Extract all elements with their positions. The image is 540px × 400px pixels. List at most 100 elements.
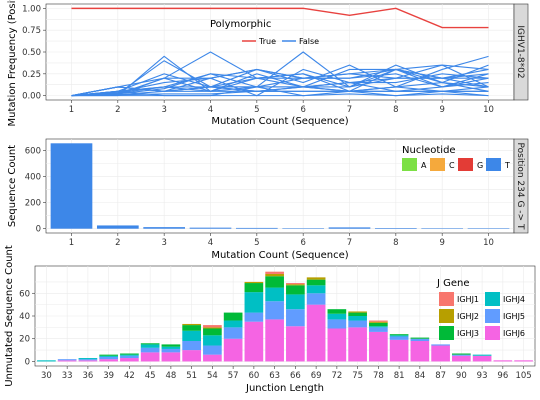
bar-segment-ighj6 xyxy=(99,359,118,362)
bar-segment-ighj3 xyxy=(120,353,139,355)
bar-segment-ighj4 xyxy=(348,316,367,321)
legend-label-false: False xyxy=(299,37,319,46)
legend-label-ighj1: IGHJ1 xyxy=(457,295,479,304)
bar-segment-ighj3 xyxy=(369,322,388,327)
x-tick-label: 84 xyxy=(414,371,425,381)
y-tick-label: 200 xyxy=(25,199,41,209)
bar-segment-ighj6 xyxy=(389,339,409,362)
bar-segment-ighj5 xyxy=(182,341,201,351)
x-tick-label: 3 xyxy=(161,105,166,115)
bar-segment-ighj2 xyxy=(348,311,367,313)
bar-segment-ighj5 xyxy=(348,320,367,328)
x-tick-label: 33 xyxy=(62,371,73,381)
bar-nucleotide-t xyxy=(467,228,510,229)
legend-label-ighj2: IGHJ2 xyxy=(457,312,479,321)
x-axis-title: Mutation Count (Sequence) xyxy=(211,250,348,261)
bar-segment-ighj6 xyxy=(514,360,533,362)
bar-segment-ighj6 xyxy=(452,355,471,362)
bar-segment-ighj5 xyxy=(78,359,98,361)
y-tick-label: 40 xyxy=(19,312,30,322)
x-tick-label: 78 xyxy=(373,371,384,381)
bar-nucleotide-t xyxy=(374,228,417,229)
bar-segment-ighj5 xyxy=(327,319,347,329)
x-tick-label: 45 xyxy=(145,371,156,381)
legend-label-ighj4: IGHJ4 xyxy=(503,295,525,304)
legend-key-c xyxy=(430,158,445,171)
bar-segment-ighj4 xyxy=(244,292,264,313)
series-line-false xyxy=(71,68,489,97)
x-tick-label: 81 xyxy=(394,371,405,381)
x-axis-title: Junction Length xyxy=(245,383,324,394)
bar-segment-ighj4 xyxy=(161,346,181,349)
legend-key-ighj5 xyxy=(485,309,500,323)
bar-segment-ighj6 xyxy=(431,345,450,362)
bar-segment-ighj5 xyxy=(140,347,160,353)
x-tick-label: 63 xyxy=(269,371,280,381)
legend: J Gene IGHJ1 IGHJ2 IGHJ3 IGHJ4 IGHJ5 IGH… xyxy=(436,278,525,340)
facet-strip xyxy=(513,138,529,234)
bar-segment-ighj3 xyxy=(203,328,222,336)
bar-segment-ighj4 xyxy=(389,335,409,337)
bar-nucleotide-t xyxy=(50,143,93,229)
x-tick-label: 10 xyxy=(483,238,494,248)
bar-segment-ighj4 xyxy=(140,344,160,348)
x-tick-label: 87 xyxy=(435,371,446,381)
bar-segment-ighj5 xyxy=(265,301,284,320)
y-tick-label: 0 xyxy=(25,357,30,367)
bar-segment-ighj6 xyxy=(203,354,222,362)
x-tick-label: 9 xyxy=(439,238,444,248)
bar-segment-ighj4 xyxy=(78,358,98,360)
x-tick-label: 39 xyxy=(103,371,114,381)
bar-segment-ighj6 xyxy=(348,327,367,362)
x-tick-label: 90 xyxy=(456,371,467,381)
bar-segment-ighj5 xyxy=(410,338,430,341)
x-tick-label: 42 xyxy=(124,371,135,381)
legend: Polymorphic True False xyxy=(210,19,319,46)
x-tick-label: 75 xyxy=(352,371,363,381)
bar-segment-ighj6 xyxy=(410,341,430,362)
bar-segment-ighj4 xyxy=(265,287,284,302)
x-tick-label: 48 xyxy=(165,371,176,381)
bar-segment-ighj5 xyxy=(161,348,181,353)
bar-nucleotide-t xyxy=(96,225,139,229)
x-tick-label: 7 xyxy=(347,238,352,248)
bar-segment-ighj5 xyxy=(306,293,326,305)
x-tick-label: 2 xyxy=(115,238,120,248)
legend-label-ighj5: IGHJ5 xyxy=(503,312,525,321)
x-tick-label: 1 xyxy=(69,105,74,115)
x-tick-label: 2 xyxy=(115,105,120,115)
bar-segment-ighj4 xyxy=(182,330,201,341)
bar-segment-ighj1 xyxy=(265,271,284,274)
legend-label-c: C xyxy=(449,161,455,170)
x-tick-label: 7 xyxy=(347,105,352,115)
bar-nucleotide-t xyxy=(143,227,186,229)
legend-title: J Gene xyxy=(436,278,470,289)
bar-segment-ighj5 xyxy=(244,312,264,322)
x-tick-label: 1 xyxy=(69,238,74,248)
bar-segment-ighj2 xyxy=(182,323,201,326)
legend-label-g: G xyxy=(477,161,483,170)
bar-segment-ighj3 xyxy=(244,283,264,293)
bar-segment-ighj6 xyxy=(140,352,160,362)
y-axis-title: Unmutated Sequence Count xyxy=(4,245,15,387)
legend-key-ighj2 xyxy=(439,309,454,323)
legend-key-a xyxy=(402,158,417,171)
bar-segment-ighj3 xyxy=(223,312,243,321)
bar-nucleotide-t xyxy=(421,228,464,229)
bar-segment-ighj3 xyxy=(410,337,430,339)
bar-nucleotide-t xyxy=(282,228,325,229)
bar-segment-ighj3 xyxy=(327,309,347,314)
y-tick-label: 600 xyxy=(25,146,41,156)
bar-segment-ighj5 xyxy=(389,336,409,340)
bar-nucleotide-t xyxy=(328,227,371,229)
plot-area xyxy=(45,138,515,234)
y-tick-label: 0 xyxy=(36,225,41,235)
bar-segment-ighj4 xyxy=(120,354,139,356)
legend-key-ighj3 xyxy=(439,326,454,340)
bar-segment-ighj1 xyxy=(286,283,305,285)
bar-segment-ighj5 xyxy=(452,354,471,356)
x-tick-label: 3 xyxy=(161,238,166,248)
bar-segment-ighj4 xyxy=(369,326,388,328)
x-tick-label: 72 xyxy=(331,371,342,381)
legend-key-ighj4 xyxy=(485,292,500,306)
